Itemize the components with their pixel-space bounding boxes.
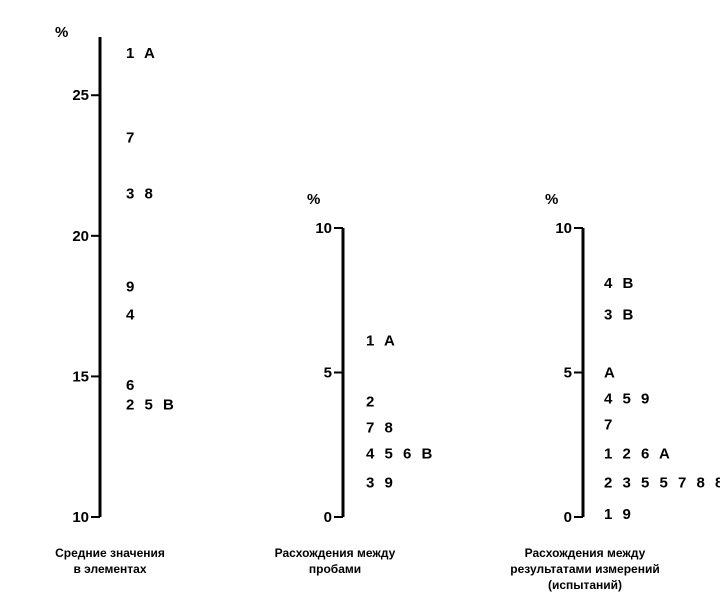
panel-1-data-label: 3 8: [126, 186, 156, 203]
panel-3-tick-label: 10: [555, 220, 572, 237]
panel-1-data-label: 7: [126, 129, 137, 146]
caption-line: (испытаний): [547, 578, 623, 592]
caption-panel-2: Расхождения между пробами: [230, 545, 440, 577]
panel-1-tick-label: 20: [72, 228, 89, 245]
panel-3-tick-label: 0: [564, 509, 572, 526]
panel-1-data-label: 2 5 B: [126, 397, 177, 414]
panel-2-data-label: 4 5 6 B: [366, 445, 435, 462]
panel-1-data-label: 4: [126, 307, 137, 324]
caption-panel-3: Расхождения между результатами измерений…: [455, 545, 715, 593]
panel-2-unit-label: %: [307, 191, 320, 208]
panel-2-tick-label: 0: [324, 509, 332, 526]
panel-1-tick-label: 15: [72, 368, 89, 385]
panel-3-data-label: 4 5 9: [604, 391, 652, 408]
panel-2-data-label: 3 9: [366, 474, 396, 491]
panel-2-data-label: 2: [366, 393, 377, 410]
panel-1-data-label: 6: [126, 377, 137, 394]
panel-3-unit-label: %: [545, 191, 558, 208]
caption-line: в элементах: [73, 562, 147, 576]
panel-2-tick-label: 10: [315, 220, 332, 237]
caption-panel-1: Средние значения в элементах: [15, 545, 205, 577]
caption-line: пробами: [308, 562, 362, 576]
panel-1-tick-label: 25: [72, 87, 89, 104]
caption-line: Средние значения: [55, 546, 165, 560]
panel-3-data-label: 2 3 5 5 7 8 8: [604, 474, 720, 491]
panel-3-data-label: A: [604, 365, 618, 382]
panel-3-data-label: 1 9: [604, 506, 634, 523]
panel-1-tick-label: 10: [72, 509, 89, 526]
caption-line: Расхождения между: [274, 546, 396, 560]
panel-2-tick-label: 5: [324, 365, 332, 382]
panel-1-unit-label: %: [55, 24, 68, 41]
panel-2-data-label: 1 A: [366, 333, 398, 350]
panel-3-data-label: 1 2 6 A: [604, 445, 673, 462]
panel-3-data-label: 7: [604, 417, 615, 434]
caption-line: Расхождения между: [524, 546, 646, 560]
panel-1-data-label: 1 A: [126, 45, 158, 62]
caption-line: результатами измерений: [510, 562, 660, 576]
panel-2-data-label: 7 8: [366, 419, 396, 436]
panel-3-data-label: 3 B: [604, 307, 636, 324]
panel-3-tick-label: 5: [564, 365, 572, 382]
panel-1-data-label: 9: [126, 278, 137, 295]
panel-3-data-label: 4 B: [604, 275, 636, 292]
